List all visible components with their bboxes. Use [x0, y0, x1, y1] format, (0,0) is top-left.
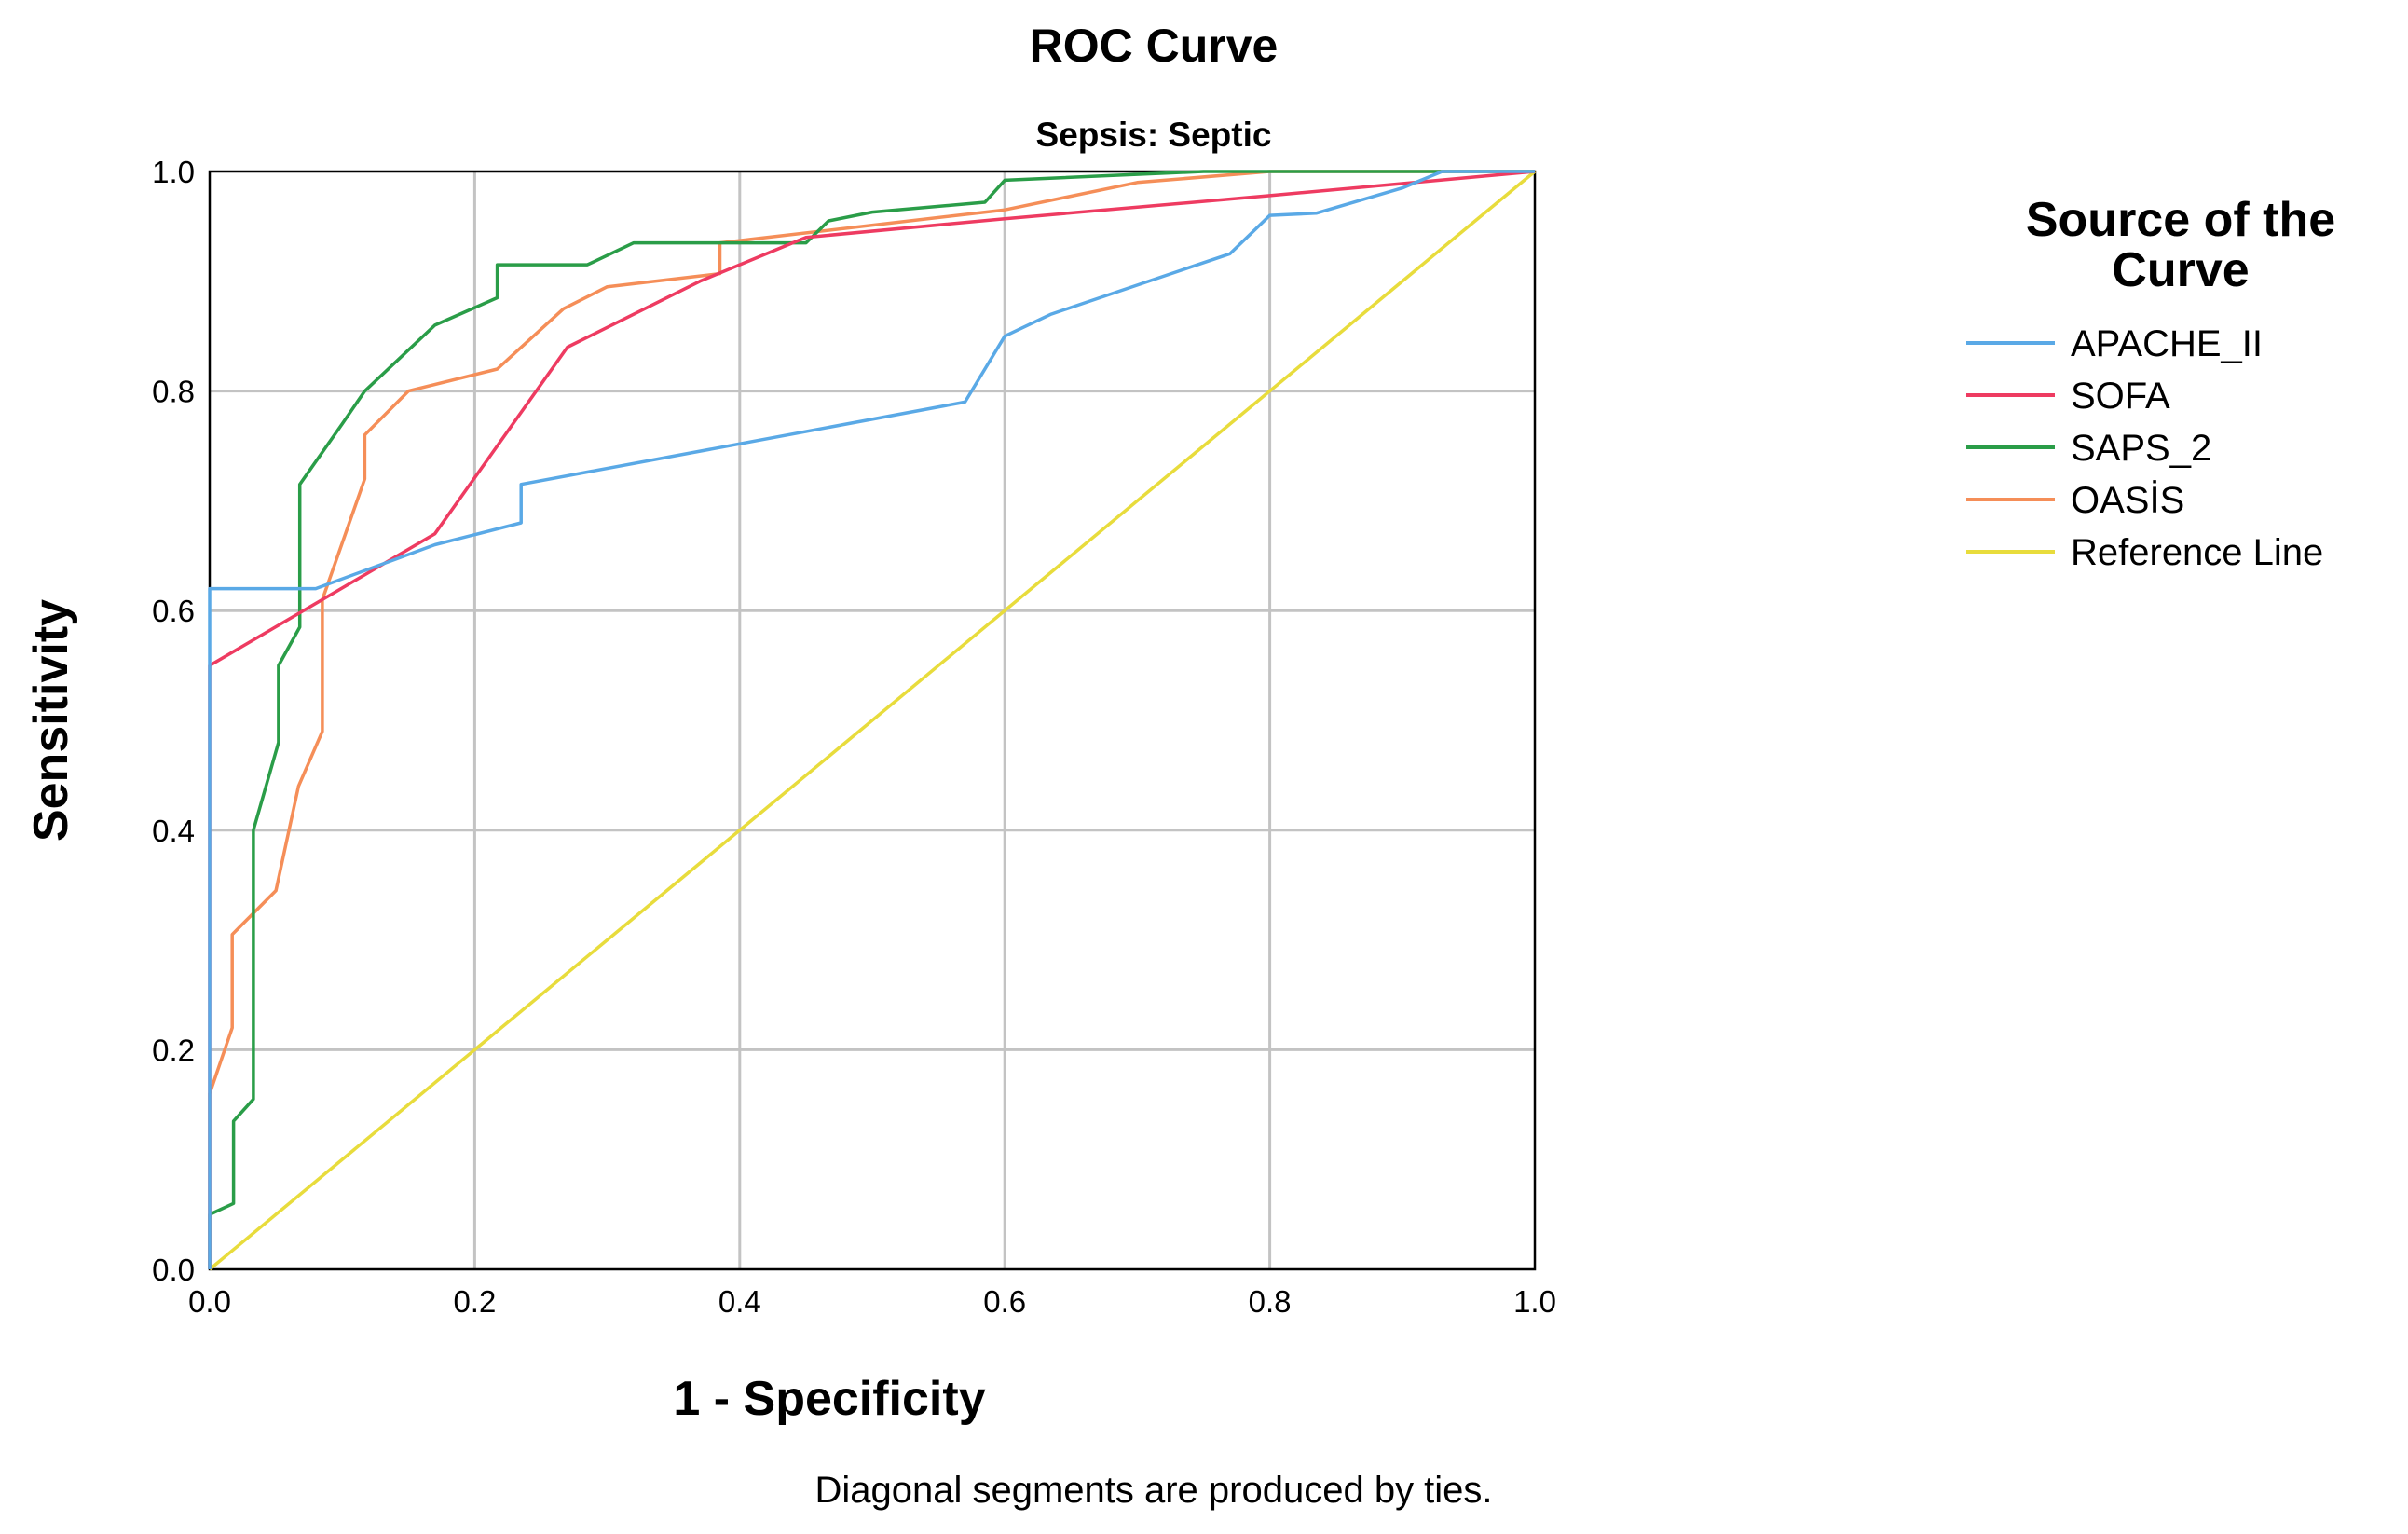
x-tick-label: 0.2	[453, 1284, 496, 1319]
grid	[210, 171, 1535, 1269]
chart-title: ROC Curve	[1030, 20, 1279, 72]
legend-items: APACHE_II SOFA SAPS_2 OASİS Reference Line	[1966, 323, 2323, 573]
x-axis-title: 1 - Specificity	[673, 1372, 985, 1426]
x-tick-label: 1.0	[1513, 1284, 1556, 1319]
ties-footnote: Diagonal segments are produced by ties.	[814, 1470, 1492, 1511]
y-tick-label: 0.2	[152, 1033, 195, 1067]
legend-label-oasi-s: OASİS	[2071, 479, 2184, 521]
y-axis-title: Sensitivity	[24, 599, 78, 842]
x-tick-label: 0.4	[718, 1284, 761, 1319]
x-tick-label: 0.8	[1249, 1284, 1292, 1319]
chart-subtitle: Sepsis: Septic	[1036, 116, 1272, 154]
series-line-apache-ii	[208, 170, 1535, 1269]
y-tick-label: 1.0	[152, 155, 195, 189]
legend: Source of the Curve APACHE_II SOFA SAPS_2 O…	[1966, 193, 2335, 573]
y-tick-label: 0.0	[152, 1253, 195, 1287]
x-tick-label: 0.6	[983, 1284, 1026, 1319]
tick-labels: 0.0 0.2 0.4 0.6 0.8 1.0 0.0 0.2 0.4 0.6 0.8 1.0	[152, 155, 1556, 1319]
legend-label-sofa: SOFA	[2071, 376, 2170, 417]
legend-label-reference-line: Reference Line	[2071, 532, 2323, 573]
series-line-reference-line	[208, 170, 1537, 1271]
y-tick-label: 0.4	[152, 814, 195, 848]
series-line-saps-2	[208, 170, 1535, 1269]
series-line-sofa	[208, 170, 1536, 1269]
legend-label-saps-2: SAPS_2	[2071, 428, 2211, 469]
y-tick-label: 0.8	[152, 375, 195, 409]
x-tick-label: 0.0	[188, 1284, 231, 1319]
series-lines	[208, 170, 1537, 1271]
legend-label-apache-ii: APACHE_II	[2071, 323, 2263, 364]
series-line-oasi-s	[208, 170, 1535, 1269]
legend-title-line1: Source of the	[2026, 193, 2335, 247]
legend-title-line2: Curve	[2112, 243, 2249, 297]
y-tick-label: 0.6	[152, 594, 195, 628]
